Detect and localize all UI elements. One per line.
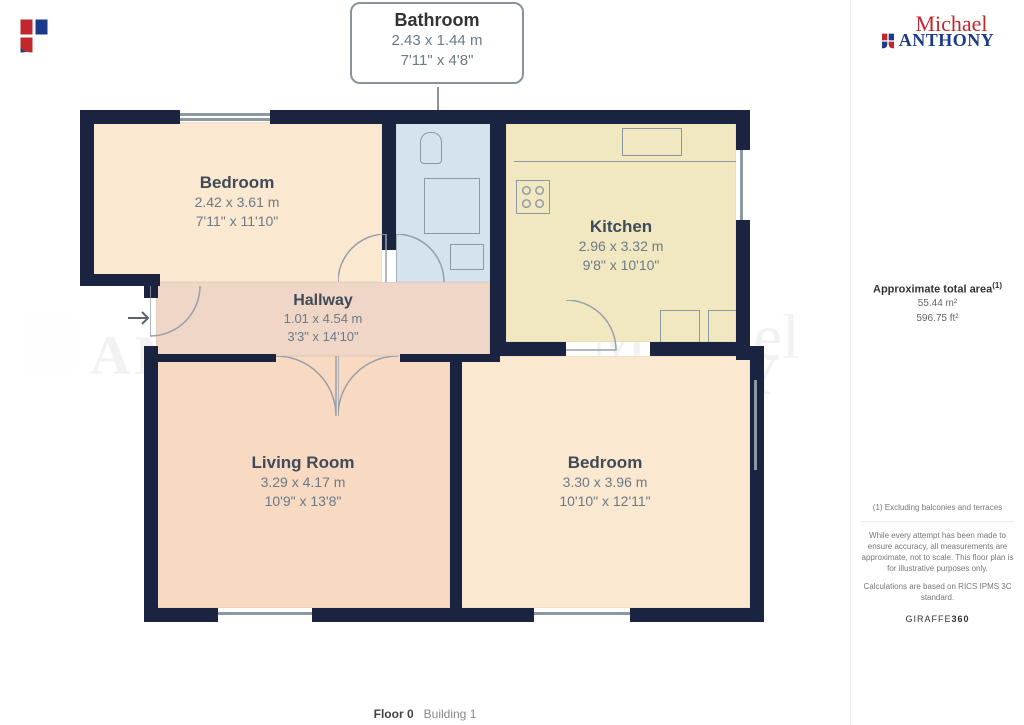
room-name: Bedroom	[568, 453, 643, 473]
floor-number: Floor 0	[374, 707, 414, 721]
callout-dim-ft: 7'11" x 4'8"	[356, 51, 518, 71]
door-arc	[396, 234, 446, 284]
entry-arrow-icon	[126, 308, 156, 328]
info-sidebar: Michael ANTHONY Approximate total area(1…	[850, 0, 1024, 725]
bathroom-callout: Bathroom 2.43 x 1.44 m 7'11" x 4'8"	[350, 2, 524, 84]
room-dim-ft: 3'3" x 14'10"	[287, 328, 358, 346]
area-ft2: 596.75 ft²	[873, 311, 1002, 326]
room-dim-m: 2.42 x 3.61 m	[195, 193, 280, 212]
room-name: Living Room	[252, 453, 355, 473]
room-dim-ft: 9'8" x 10'10"	[583, 256, 660, 275]
footnote-1: (1) Excluding balconies and terraces	[861, 502, 1014, 513]
floor-label: Floor 0 Building 1	[0, 707, 850, 721]
floorplan-canvas: Bathroom 2.43 x 1.44 m 7'11" x 4'8" Mich…	[0, 0, 850, 725]
door-arc	[338, 234, 394, 290]
callout-title: Bathroom	[356, 10, 518, 31]
fixture-shower	[424, 178, 480, 234]
room-dim-m: 3.29 x 4.17 m	[261, 473, 346, 492]
room-dim-m: 2.96 x 3.32 m	[579, 237, 664, 256]
door-arc	[150, 286, 210, 346]
brand-logo: Michael ANTHONY	[863, 18, 1013, 51]
room-dim-ft: 10'9" x 13'8"	[265, 492, 342, 511]
footnotes: (1) Excluding balconies and terraces Whi…	[861, 496, 1014, 626]
door-arc	[338, 356, 402, 420]
disclaimer: While every attempt has been made to ens…	[861, 530, 1014, 575]
room-dim-m: 1.01 x 4.54 m	[284, 310, 363, 328]
floorplan: Bedroom 2.42 x 3.61 m 7'11" x 11'10" Kit…	[80, 110, 770, 640]
room-dim-ft: 7'11" x 11'10"	[196, 212, 279, 231]
room-name: Kitchen	[590, 217, 652, 237]
room-name: Bedroom	[200, 173, 275, 193]
calc-note: Calculations are based on RICS IPMS 3C s…	[861, 581, 1014, 603]
room-name: Hallway	[293, 292, 353, 310]
callout-dim-m: 2.43 x 1.44 m	[356, 31, 518, 51]
fixture-toilet	[420, 132, 442, 164]
building-number: Building 1	[424, 707, 477, 721]
generator-credit: GIRAFFE360	[861, 613, 1014, 626]
area-title: Approximate total area	[873, 284, 992, 296]
room-dim-m: 3.30 x 3.96 m	[563, 473, 648, 492]
room-bedroom-2: Bedroom 3.30 x 3.96 m 10'10" x 12'11"	[460, 356, 750, 608]
fixture-hob	[516, 180, 550, 214]
shield-icon	[18, 18, 50, 54]
door-arc	[566, 300, 620, 354]
page: Bathroom 2.43 x 1.44 m 7'11" x 4'8" Mich…	[0, 0, 1024, 725]
fixture-kitchen-sink	[622, 128, 682, 156]
area-m2: 55.44 m²	[873, 296, 1002, 311]
shield-icon	[881, 33, 895, 49]
room-dim-ft: 10'10" x 12'11"	[559, 492, 650, 511]
area-sup: (1)	[992, 281, 1002, 290]
area-summary: Approximate total area(1) 55.44 m² 596.7…	[873, 281, 1002, 326]
fixture-sink	[450, 244, 484, 270]
door-arc	[276, 356, 340, 420]
